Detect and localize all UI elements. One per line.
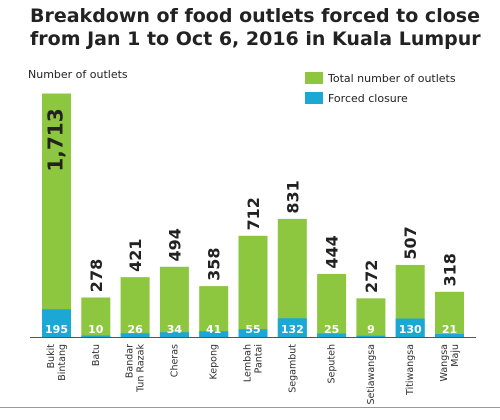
total-value-label: 831: [283, 180, 302, 213]
total-value-label: 278: [87, 259, 106, 292]
bar-total-outlets: [159, 266, 189, 337]
x-tick-label: Setiawangsa: [366, 344, 377, 404]
x-tick-label: Wangsa Maju: [439, 344, 461, 381]
x-tick-label: Bukit Bintang: [46, 344, 68, 381]
bar-total-outlets: [120, 277, 150, 337]
x-tick-label-line: Setiawangsa: [366, 344, 377, 404]
bar-forced-closure: [42, 309, 71, 337]
x-tick-label-line: Bandar: [125, 344, 136, 378]
closure-value-label: 132: [281, 323, 304, 336]
bar-forced-closure: [277, 318, 307, 337]
bar-forced-closure: [356, 335, 386, 337]
bottom-border: [0, 407, 500, 408]
total-value-label: 507: [401, 226, 420, 259]
x-tick-label-line: Kepong: [209, 344, 220, 380]
closure-value-label: 34: [167, 323, 183, 336]
bar-forced-closure: [435, 334, 464, 337]
total-value-label: 358: [205, 247, 224, 280]
x-tick-label-line: Bintang: [57, 344, 68, 381]
x-tick-label-line: Pantai: [254, 344, 265, 373]
bar-total-outlets: [42, 93, 71, 337]
bar-forced-closure: [238, 329, 268, 337]
bar-forced-closure: [159, 332, 189, 337]
x-axis-labels: Bukit Bintang Batu Bandar Tun Razak Cheras Kep…: [46, 344, 461, 405]
legend-swatch: [305, 92, 323, 104]
x-tick-label-line: Titiwangsa: [405, 344, 416, 396]
x-tick-label: Lembah Pantai: [243, 344, 265, 382]
closure-value-label: 10: [88, 323, 104, 336]
total-value-label: 421: [126, 238, 145, 271]
total-value-label: 318: [441, 253, 460, 286]
x-tick-label-line: Lembah: [243, 344, 254, 382]
y-axis-label: Number of outlets: [28, 68, 128, 81]
x-tick-label-line: Wangsa: [439, 344, 450, 381]
bar-forced-closure: [81, 335, 111, 337]
closure-value-label: 9: [367, 323, 375, 336]
bar-total-outlets: [356, 298, 386, 337]
bar-total-outlets: [199, 286, 229, 337]
bar-forced-closure: [120, 333, 150, 337]
bar-forced-closure: [317, 333, 347, 337]
bars: 195 1,713 10 278 26 421 34 494 41 358 55 712 132 831 2…: [42, 93, 464, 337]
legend-label: Forced closure: [328, 92, 408, 105]
legend-label: Total number of outlets: [327, 72, 456, 85]
x-tick-label: Kepong: [209, 344, 220, 380]
legend: Total number of outlets Forced closure: [305, 72, 456, 105]
x-tick-label-line: Segambut: [287, 344, 298, 393]
chart-title: Breakdown of food outlets forced to clos…: [30, 5, 495, 51]
x-tick-label: Seputeh: [327, 344, 338, 384]
bar-total-outlets: [435, 291, 464, 337]
bar-forced-closure: [395, 318, 425, 337]
x-tick-label-line: Tun Razak: [136, 344, 147, 393]
closure-value-label: 130: [399, 323, 422, 336]
x-tick-label-line: Batu: [91, 344, 102, 366]
closure-value-label: 55: [245, 323, 260, 336]
closure-value-label: 41: [206, 323, 221, 336]
total-value-label: 494: [165, 228, 184, 261]
x-tick-label: Batu: [91, 344, 102, 366]
chart-title-line-2: from Jan 1 to Oct 6, 2016 in Kuala Lumpu…: [30, 28, 481, 50]
total-value-label: 1,713: [44, 108, 68, 171]
closure-value-label: 26: [127, 323, 143, 336]
bar-total-outlets: [317, 273, 347, 337]
x-tick-label: Titiwangsa: [405, 344, 416, 396]
bar-total-outlets: [238, 235, 268, 337]
total-value-label: 712: [244, 197, 263, 230]
total-value-label: 444: [323, 235, 342, 268]
x-tick-label-line: Bukit: [46, 344, 57, 369]
x-tick-label-line: Cheras: [169, 344, 180, 377]
bar-total-outlets: [81, 297, 111, 337]
closure-value-label: 21: [442, 323, 457, 336]
x-tick-label-line: Maju: [450, 344, 461, 367]
bar-total-outlets: [277, 218, 307, 337]
legend-swatch: [305, 72, 323, 84]
x-tick-label: Cheras: [169, 344, 180, 377]
chart-title-line-1: Breakdown of food outlets forced to clos…: [30, 5, 480, 27]
x-tick-label: Segambut: [287, 344, 298, 393]
total-value-label: 272: [362, 260, 381, 293]
x-tick-label-line: Seputeh: [327, 344, 338, 384]
closure-value-label: 25: [324, 323, 339, 336]
x-tick-label: Bandar Tun Razak: [125, 344, 147, 393]
bar-forced-closure: [199, 331, 229, 337]
closure-value-label: 195: [45, 323, 68, 336]
